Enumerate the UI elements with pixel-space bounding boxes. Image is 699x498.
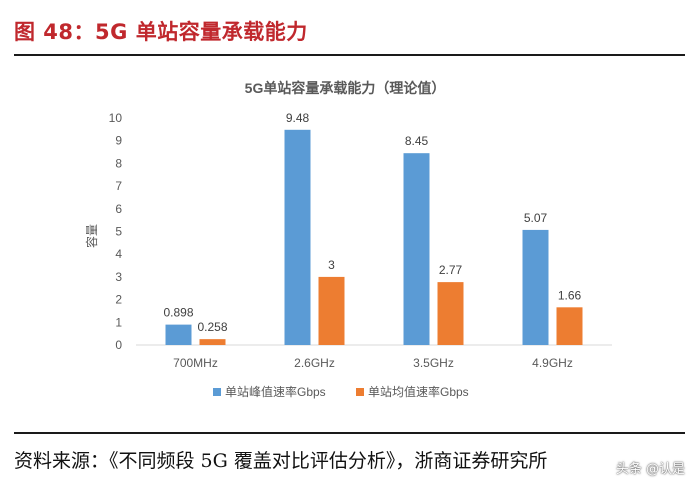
y-tick-label: 6: [115, 202, 122, 216]
y-axis-label: 容量: [84, 224, 99, 248]
footer-rule: [14, 432, 685, 434]
header-rule: [14, 54, 685, 56]
x-tick-label: 700MHz: [173, 356, 218, 370]
watermark: 头条 @认是: [615, 462, 685, 477]
y-tick-label: 8: [115, 156, 122, 170]
chart-title: 5G单站容量承载能力（理论值）: [245, 80, 446, 96]
data-label: 0.258: [197, 320, 227, 334]
legend-swatch-0: [213, 388, 221, 396]
data-label: 2.77: [439, 263, 463, 277]
chart-container: 5G单站容量承载能力（理论值） 容量 0 1 2 3 4 5 6 7 8 9 10 0.898 0.2…: [0, 56, 699, 430]
y-tick-label: 4: [115, 247, 122, 261]
bar-peak-3: [522, 229, 549, 345]
bar-avg-0: [199, 339, 226, 345]
y-tick-label: 0: [115, 338, 122, 352]
data-label: 5.07: [524, 211, 548, 225]
data-label: 8.45: [405, 134, 429, 148]
y-tick-label: 9: [115, 134, 122, 148]
figure-header: 图 48：5G 单站容量承载能力: [14, 20, 308, 44]
y-tick-label: 2: [115, 293, 122, 307]
legend-label-0: 单站峰值速率Gbps: [225, 384, 326, 399]
bar-peak-2: [403, 153, 430, 345]
y-tick-label: 3: [115, 270, 122, 284]
bar-avg-1: [318, 276, 345, 345]
y-tick-label: 5: [115, 225, 122, 239]
bar-avg-2: [437, 282, 464, 345]
x-tick-label: 3.5GHz: [413, 356, 454, 370]
bars-group: 0.898 0.258 9.48 3 8.45 2.77 5.07 1.66: [163, 111, 583, 345]
legend-label-1: 单站均值速率Gbps: [368, 384, 469, 399]
bar-peak-0: [165, 324, 192, 345]
bar-avg-3: [556, 307, 583, 345]
data-label: 3: [328, 258, 335, 272]
legend-swatch-1: [356, 388, 364, 396]
x-tick-label: 4.9GHz: [532, 356, 573, 370]
bar-peak-1: [284, 129, 311, 345]
y-tick-label: 10: [109, 111, 123, 125]
y-axis-ticks: 0 1 2 3 4 5 6 7 8 9 10: [109, 111, 123, 352]
data-label: 0.898: [163, 306, 193, 320]
x-axis-ticks: 700MHz 2.6GHz 3.5GHz 4.9GHz: [173, 356, 573, 370]
bar-chart: 5G单站容量承载能力（理论值） 容量 0 1 2 3 4 5 6 7 8 9 10 0.898 0.2…: [84, 80, 612, 399]
data-label: 9.48: [286, 111, 310, 125]
x-tick-label: 2.6GHz: [294, 356, 335, 370]
legend: 单站峰值速率Gbps 单站均值速率Gbps: [213, 384, 469, 399]
y-tick-label: 1: [115, 315, 122, 329]
y-tick-label: 7: [115, 179, 122, 193]
source-note: 资料来源：《不同频段 5G 覆盖对比评估分析》，浙商证券研究所: [14, 450, 548, 472]
data-label: 1.66: [558, 288, 582, 302]
